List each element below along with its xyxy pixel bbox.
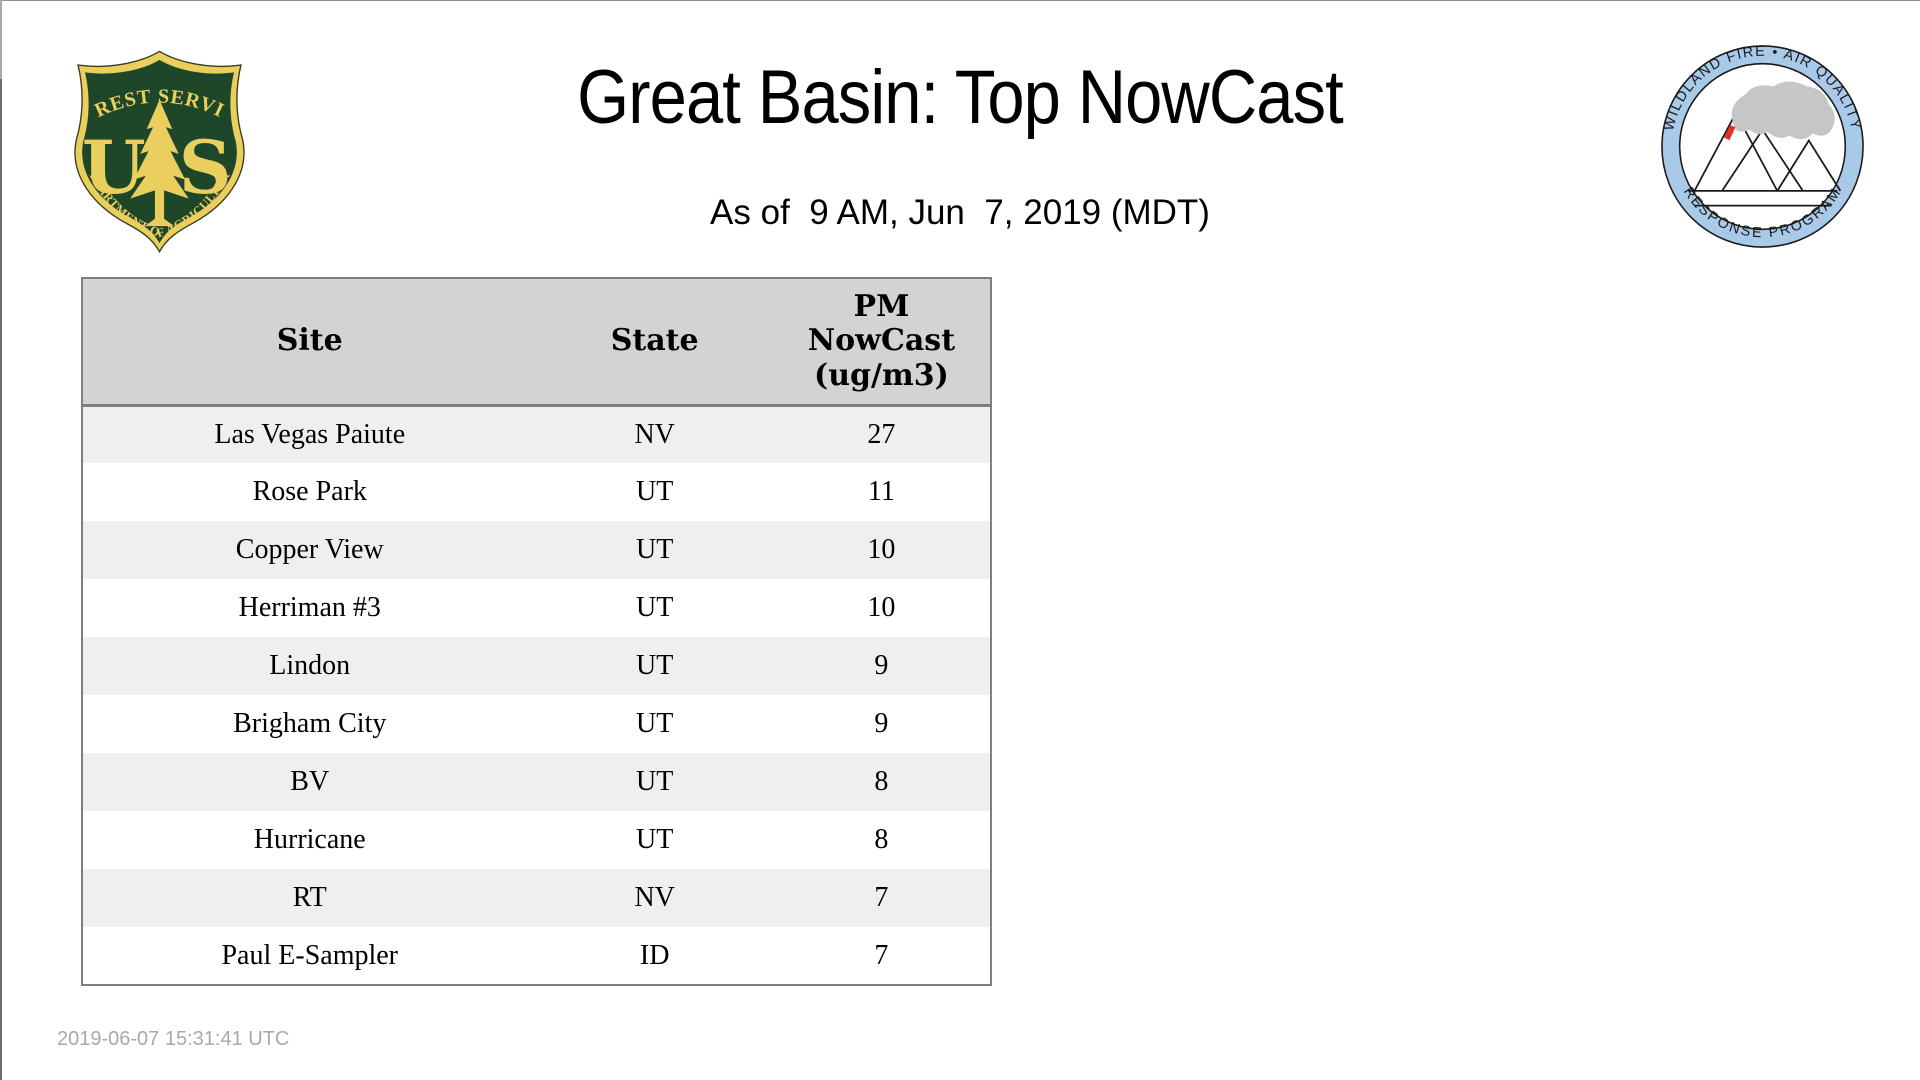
cell-site: RT: [82, 869, 537, 927]
table-row: Copper View UT 10: [82, 521, 991, 579]
cell-site: Hurricane: [82, 811, 537, 869]
table-row: Lindon UT 9: [82, 637, 991, 695]
table-row: RT NV 7: [82, 869, 991, 927]
window-left-edge-light: [0, 0, 2, 79]
cell-site: BV: [82, 753, 537, 811]
cell-state: UT: [536, 579, 773, 637]
column-header-pm-nowcast-label: PM NowCast (ug/m3): [807, 288, 956, 393]
cell-site: Herriman #3: [82, 579, 537, 637]
column-header-state: State: [536, 278, 773, 407]
table-header-row: Site State PM NowCast (ug/m3): [82, 278, 991, 407]
cell-site: Las Vegas Paiute: [82, 405, 537, 463]
cell-state: UT: [536, 637, 773, 695]
table-row: Las Vegas Paiute NV 27: [82, 405, 991, 463]
table-row: Paul E-Sampler ID 7: [82, 927, 991, 985]
cell-state: NV: [536, 405, 773, 463]
wfaqrp-graphic: WILDLAND FIRE • AIR QUALITY RESPONSE PRO…: [1661, 44, 1864, 248]
table-row: Rose Park UT 11: [82, 463, 991, 521]
cell-pm-nowcast: 8: [772, 753, 991, 811]
window-left-edge-dark: [0, 79, 2, 1080]
cell-pm-nowcast: 8: [772, 811, 991, 869]
usfs-shield-graphic: FOREST SERVICE U S DEPARTMENT OF AGRICUL…: [60, 30, 245, 254]
wfaqrp-logo: WILDLAND FIRE • AIR QUALITY RESPONSE PRO…: [1659, 43, 1866, 250]
nowcast-table: Site State PM NowCast (ug/m3) Las Vegas …: [81, 277, 992, 986]
page-subtitle: As of 9 AM, Jun 7, 2019 (MDT): [710, 193, 1210, 232]
cell-pm-nowcast: 7: [772, 869, 991, 927]
column-header-site: Site: [82, 278, 537, 407]
pine-tree-icon: [130, 99, 189, 227]
cell-state: NV: [536, 869, 773, 927]
table-row: Herriman #3 UT 10: [82, 579, 991, 637]
cell-site: Lindon: [82, 637, 537, 695]
table-row: Brigham City UT 9: [82, 695, 991, 753]
cell-site: Brigham City: [82, 695, 537, 753]
cell-pm-nowcast: 11: [772, 463, 991, 521]
cell-pm-nowcast: 10: [772, 521, 991, 579]
cell-state: UT: [536, 463, 773, 521]
page-title: Great Basin: Top NowCast: [577, 55, 1344, 140]
cell-state: UT: [536, 521, 773, 579]
smoke-icon: [1731, 81, 1835, 140]
cell-state: UT: [536, 695, 773, 753]
cell-pm-nowcast: 9: [772, 637, 991, 695]
cell-pm-nowcast: 27: [772, 405, 991, 463]
cell-site: Copper View: [82, 521, 537, 579]
flame-icon: [1724, 124, 1736, 141]
footer-timestamp: 2019-06-07 15:31:41 UTC: [57, 1028, 290, 1050]
cell-pm-nowcast: 10: [772, 579, 991, 637]
cell-pm-nowcast: 9: [772, 695, 991, 753]
cell-state: UT: [536, 753, 773, 811]
column-header-pm-nowcast: PM NowCast (ug/m3): [772, 278, 991, 407]
table-row: Hurricane UT 8: [82, 811, 991, 869]
cell-site: Rose Park: [82, 463, 537, 521]
cell-site: Paul E-Sampler: [82, 927, 537, 985]
usfs-pine-letter-s: S: [179, 125, 232, 211]
cell-state: ID: [536, 927, 773, 985]
cell-pm-nowcast: 7: [772, 927, 991, 985]
window-top-edge: [0, 0, 1920, 1]
usfs-shield-logo: FOREST SERVICE U S DEPARTMENT OF AGRICUL…: [60, 30, 251, 258]
cell-state: UT: [536, 811, 773, 869]
table-row: BV UT 8: [82, 753, 991, 811]
